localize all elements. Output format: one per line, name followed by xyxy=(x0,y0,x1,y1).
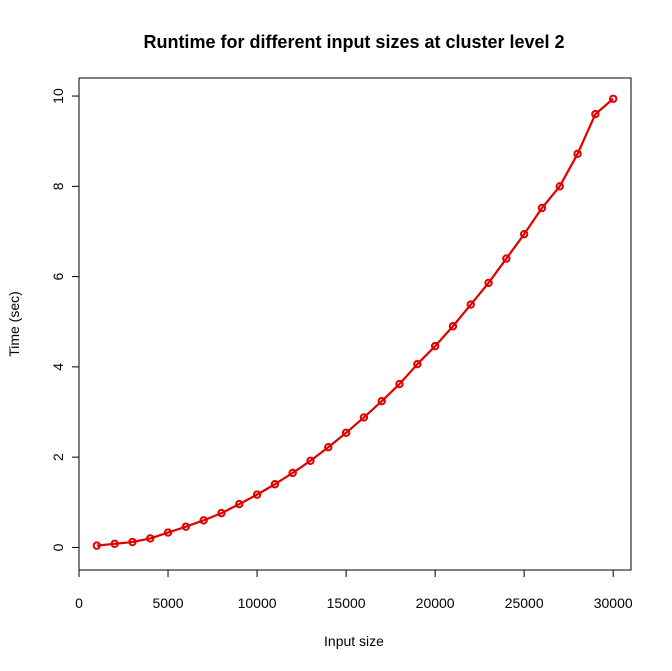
data-point xyxy=(359,413,369,422)
data-point xyxy=(128,537,137,547)
y-axis: 0 2 4 6 8 10 xyxy=(50,88,80,551)
data-point xyxy=(341,428,351,437)
data-point xyxy=(217,508,226,518)
data-point xyxy=(270,480,280,489)
data-point xyxy=(146,534,155,543)
y-tick-label: 0 xyxy=(50,543,66,551)
y-axis-label: Time (sec) xyxy=(6,291,22,357)
data-point xyxy=(163,528,173,537)
y-tick-label: 4 xyxy=(50,363,66,371)
data-point xyxy=(199,516,208,525)
x-tick-label: 10000 xyxy=(238,595,277,611)
data-point xyxy=(519,229,529,239)
data-point xyxy=(324,443,333,452)
data-point xyxy=(448,322,458,331)
y-tick-label: 2 xyxy=(50,453,66,461)
data-point xyxy=(430,341,440,351)
x-tick-label: 30000 xyxy=(594,595,633,611)
series-layer xyxy=(92,94,618,550)
data-point xyxy=(377,396,386,406)
data-point xyxy=(252,490,262,499)
x-tick-label: 0 xyxy=(75,595,83,611)
y-tick-label: 8 xyxy=(50,182,66,190)
data-point xyxy=(573,149,582,159)
chart-title: Runtime for different input sizes at clu… xyxy=(143,32,564,52)
data-point xyxy=(395,379,404,389)
data-point xyxy=(537,203,547,213)
data-point xyxy=(92,541,102,550)
x-axis: 0 5000 10000 15000 20000 25000 30000 xyxy=(75,569,633,611)
x-tick-label: 15000 xyxy=(327,595,366,611)
data-point xyxy=(181,522,191,531)
data-point xyxy=(413,359,422,369)
y-tick-label: 6 xyxy=(50,273,66,281)
y-tick-label: 10 xyxy=(50,88,66,104)
data-point xyxy=(591,109,600,119)
data-point xyxy=(555,182,564,191)
data-point xyxy=(306,456,315,465)
data-point xyxy=(288,468,297,478)
plot-frame xyxy=(78,77,632,571)
data-point xyxy=(235,499,244,509)
data-point xyxy=(608,94,618,103)
series-line xyxy=(96,97,614,547)
data-point xyxy=(484,278,493,288)
x-tick-label: 25000 xyxy=(505,595,544,611)
x-tick-label: 20000 xyxy=(416,595,455,611)
data-point xyxy=(466,300,475,309)
x-tick-label: 5000 xyxy=(152,595,183,611)
data-point xyxy=(502,254,511,263)
x-axis-label: Input size xyxy=(324,633,384,649)
data-point xyxy=(110,539,119,549)
